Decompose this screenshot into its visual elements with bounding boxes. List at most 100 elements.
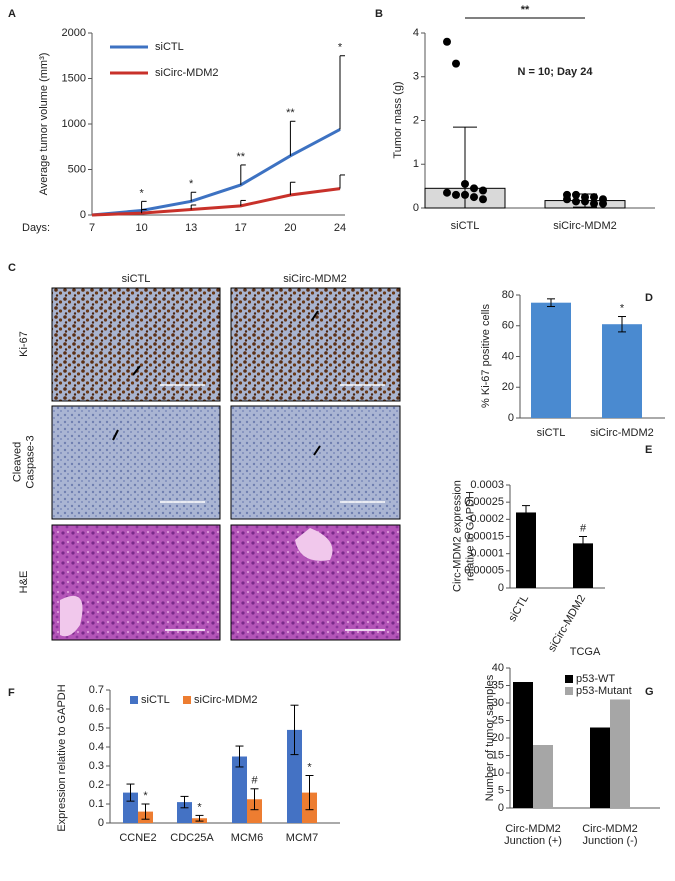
micrograph bbox=[51, 287, 221, 402]
data-point bbox=[470, 184, 478, 193]
bar bbox=[531, 302, 571, 418]
bar bbox=[610, 699, 630, 808]
y-tick-label: 3 bbox=[413, 71, 419, 83]
panel-letter: G bbox=[645, 686, 654, 698]
data-point bbox=[563, 195, 571, 204]
tissue-region bbox=[60, 528, 333, 637]
row-label: Caspase-3 bbox=[24, 435, 36, 488]
data-point bbox=[572, 190, 580, 199]
legend-label: siCirc-MDM2 bbox=[194, 694, 258, 706]
y-axis-label: relative to GAPDH bbox=[464, 491, 476, 581]
data-point bbox=[479, 186, 487, 195]
x-tick-label: MCM6 bbox=[231, 832, 263, 844]
x-tick-label: siCirc-MDM2 bbox=[590, 427, 654, 439]
x-tick-label: Junction (+) bbox=[504, 835, 562, 847]
y-tick-label: 0.0002 bbox=[470, 513, 504, 525]
x-tick-label: 10 bbox=[135, 222, 147, 234]
legend-label: siCTL bbox=[155, 41, 184, 53]
panel-letter: B bbox=[375, 8, 383, 20]
y-axis-label: Circ-MDM2 expression bbox=[451, 480, 463, 592]
significance-mark: * bbox=[307, 761, 312, 773]
legend-label: p53-Mutant bbox=[576, 685, 632, 697]
data-point bbox=[599, 199, 607, 208]
micrograph bbox=[230, 287, 401, 402]
line bbox=[91, 187, 341, 217]
significance-mark: ** bbox=[286, 107, 295, 119]
row-label: H&E bbox=[18, 571, 30, 594]
legend-swatch bbox=[183, 696, 191, 704]
y-tick-label: 2 bbox=[413, 114, 419, 126]
y-tick-label: 1500 bbox=[62, 72, 86, 84]
x-tick-label: 13 bbox=[185, 222, 197, 234]
x-tick-label: siCTL bbox=[451, 220, 480, 232]
x-tick-label: siCirc-MDM2 bbox=[546, 593, 588, 654]
y-tick-label: 0 bbox=[413, 202, 419, 214]
data-point bbox=[452, 190, 460, 199]
y-tick-label: 10 bbox=[492, 767, 504, 779]
column-label: siCirc-MDM2 bbox=[283, 273, 347, 285]
y-axis-label: Expression relative to GAPDH bbox=[56, 684, 68, 831]
y-tick-label: 20 bbox=[492, 732, 504, 744]
significance-mark: * bbox=[139, 187, 144, 199]
y-tick-label: 0 bbox=[498, 582, 504, 594]
data-point bbox=[452, 59, 460, 68]
y-tick-label: 0.00015 bbox=[464, 530, 504, 542]
bar bbox=[533, 745, 553, 808]
y-tick-label: 0.4 bbox=[89, 741, 104, 753]
y-tick-label: 40 bbox=[492, 662, 504, 674]
chart-title: TCGA bbox=[570, 646, 601, 658]
bar bbox=[513, 682, 533, 808]
x-tick-label: Junction (-) bbox=[582, 835, 637, 847]
y-tick-label: 25 bbox=[492, 714, 504, 726]
bar bbox=[516, 512, 536, 588]
y-tick-label: 0.1 bbox=[89, 798, 104, 810]
y-tick-label: 0.0003 bbox=[470, 479, 504, 491]
y-axis-label: Number of tumor samples bbox=[484, 674, 496, 801]
row-label: Cleaved bbox=[11, 442, 23, 482]
significance-mark: # bbox=[251, 775, 258, 787]
legend-label: siCirc-MDM2 bbox=[155, 67, 219, 79]
y-tick-label: 0 bbox=[98, 817, 104, 829]
y-tick-label: 2000 bbox=[62, 27, 86, 39]
line bbox=[91, 128, 341, 217]
significance-mark: * bbox=[197, 801, 202, 813]
y-tick-label: 0.5 bbox=[89, 722, 104, 734]
panel-letter: F bbox=[8, 687, 15, 699]
x-tick-label: 17 bbox=[235, 222, 247, 234]
data-point bbox=[461, 190, 469, 199]
data-point bbox=[572, 197, 580, 206]
y-tick-label: 5 bbox=[498, 784, 504, 796]
y-tick-label: 1 bbox=[413, 158, 419, 170]
data-point bbox=[461, 179, 469, 188]
bar bbox=[287, 729, 302, 823]
y-tick-label: 0 bbox=[80, 209, 86, 221]
x-axis-label: Days: bbox=[22, 222, 50, 234]
y-tick-label: 60 bbox=[502, 320, 514, 332]
panel-letter: D bbox=[645, 292, 653, 304]
bar bbox=[573, 543, 593, 588]
y-tick-label: 0.0001 bbox=[470, 548, 504, 560]
x-tick-label: siCTL bbox=[537, 427, 566, 439]
micrograph bbox=[230, 405, 401, 520]
panel-letter: C bbox=[8, 262, 16, 274]
y-tick-label: 20 bbox=[502, 381, 514, 393]
y-tick-label: 0.00005 bbox=[464, 565, 504, 577]
legend-swatch bbox=[130, 696, 138, 704]
arrows bbox=[112, 310, 321, 456]
y-tick-label: 30 bbox=[492, 697, 504, 709]
x-tick-label: Circ-MDM2 bbox=[505, 823, 561, 835]
annotation: N = 10; Day 24 bbox=[518, 66, 594, 78]
bar bbox=[232, 756, 247, 823]
y-tick-label: 35 bbox=[492, 679, 504, 691]
significance-mark: ** bbox=[521, 4, 530, 16]
y-tick-label: 0 bbox=[508, 412, 514, 424]
scale-bars bbox=[160, 384, 385, 631]
data-point bbox=[590, 193, 598, 202]
bar bbox=[123, 792, 138, 823]
x-tick-label: 20 bbox=[284, 222, 296, 234]
significance-mark: # bbox=[580, 522, 587, 534]
legend-label: p53-WT bbox=[576, 673, 615, 685]
legend-label: siCTL bbox=[141, 694, 170, 706]
panel-letter: E bbox=[645, 444, 652, 456]
